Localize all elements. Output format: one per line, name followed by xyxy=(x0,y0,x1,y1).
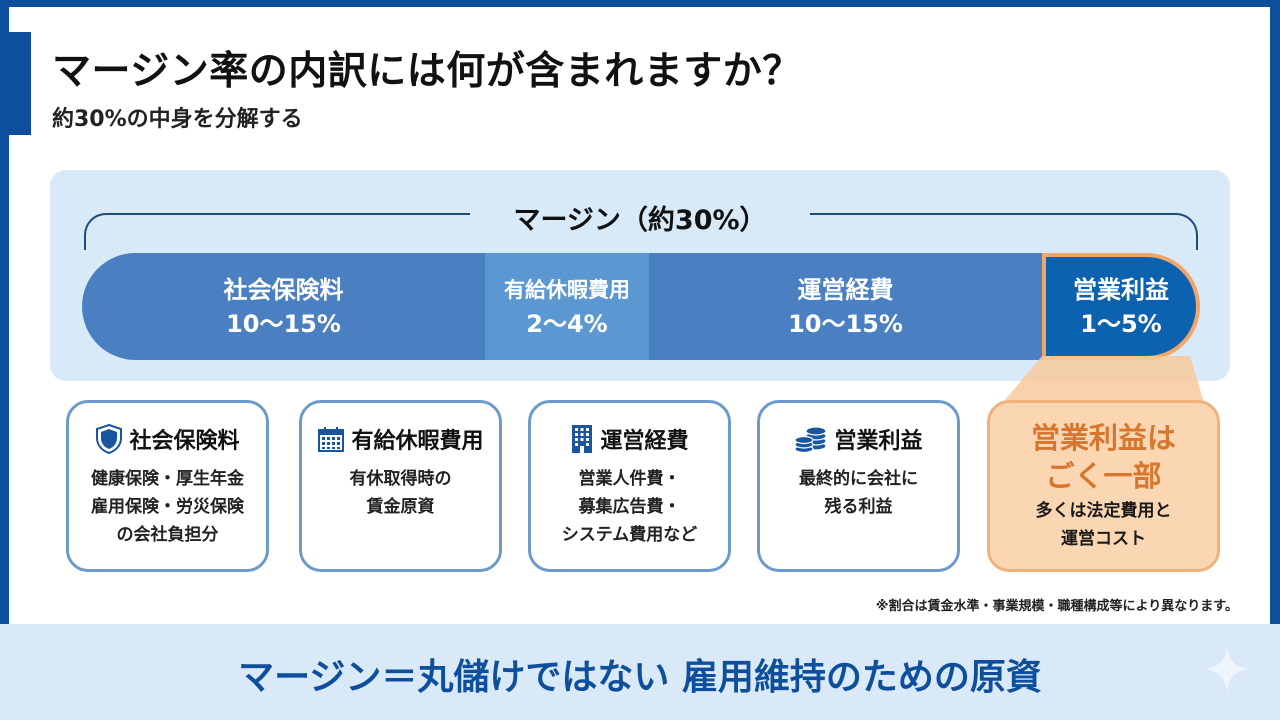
segment-range: 1〜5% xyxy=(1080,309,1162,338)
callout-card-profit-small: 営業利益は ごく一部 多くは法定費用と 運営コスト xyxy=(987,400,1220,572)
callout-emphasis-line: 営業利益は xyxy=(1030,421,1176,455)
card-line: 有休取得時の xyxy=(349,469,452,489)
segment-name: 運営経費 xyxy=(797,275,894,304)
stacked-margin-bar: 社会保険料 10〜15% 有給休暇費用 2〜4% 運営経費 10〜15% 営業利… xyxy=(82,253,1200,360)
coins-icon xyxy=(794,426,828,454)
callout-description: 多くは法定費用と 運営コスト xyxy=(990,497,1217,553)
frame-left-border xyxy=(0,0,9,624)
bottom-banner xyxy=(0,624,1280,720)
card-description: 有休取得時の 賃金原資 xyxy=(302,465,499,521)
card-title: 運営経費 xyxy=(600,429,689,454)
frame-top-border xyxy=(0,0,1280,7)
card-line: 営業人件費・ xyxy=(578,469,681,489)
card-description: 健康保険・厚生年金 雇用保険・労災保険 の会社負担分 xyxy=(69,465,266,549)
card-social-insurance: 社会保険料 健康保険・厚生年金 雇用保険・労災保険 の会社負担分 xyxy=(66,400,269,572)
card-line: 雇用保険・労災保険 xyxy=(91,497,244,517)
bracket-label-gap xyxy=(470,205,810,219)
card-title: 社会保険料 xyxy=(129,429,240,454)
card-line: 募集広告費・ xyxy=(578,497,681,517)
callout-connector xyxy=(1000,356,1205,406)
bar-segment-operating-profit: 営業利益 1〜5% xyxy=(1042,253,1200,360)
building-icon xyxy=(572,425,593,453)
segment-range: 10〜15% xyxy=(226,309,341,338)
footnote: ※割合は賃金水準・事業規模・職種構成等により異なります。 xyxy=(875,599,1238,614)
card-line: システム費用など xyxy=(561,525,698,545)
segment-name: 有給休暇費用 xyxy=(504,277,630,302)
page-subtitle: 約30%の中身を分解する xyxy=(52,107,303,132)
bracket-label: マージン（約30%） xyxy=(513,205,767,236)
segment-name: 営業利益 xyxy=(1073,275,1169,304)
card-paid-leave: 有給休暇費用 有休取得時の 賃金原資 xyxy=(299,400,502,572)
title-accent-bar xyxy=(0,32,31,135)
card-operating-expenses: 運営経費 営業人件費・ 募集広告費・ システム費用など xyxy=(528,400,731,572)
bar-segment-social-insurance: 社会保険料 10〜15% xyxy=(82,253,485,360)
card-line: 残る利益 xyxy=(824,497,893,517)
shield-icon xyxy=(96,424,123,454)
card-line: の会社負担分 xyxy=(116,525,219,545)
segment-name: 社会保険料 xyxy=(223,275,344,304)
card-line: 賃金原資 xyxy=(366,497,435,517)
card-title: 有給休暇費用 xyxy=(351,429,484,454)
sparkle-icon xyxy=(1205,645,1249,693)
card-description: 最終的に会社に 残る利益 xyxy=(760,465,957,521)
page-title: マージン率の内訳には何が含まれますか？ xyxy=(52,49,802,94)
card-description: 営業人件費・ 募集広告費・ システム費用など xyxy=(531,465,728,549)
card-line: 最終的に会社に xyxy=(799,469,918,489)
bar-segment-paid-leave: 有給休暇費用 2〜4% xyxy=(485,253,649,360)
card-line: 健康保険・厚生年金 xyxy=(91,469,244,489)
card-title: 営業利益 xyxy=(834,429,923,454)
callout-line: 運営コスト xyxy=(1061,529,1146,549)
segment-range: 2〜4% xyxy=(526,309,608,338)
segment-range: 10〜15% xyxy=(788,309,903,338)
banner-message: マージン＝丸儲けではない 雇用維持のための原資 xyxy=(238,657,1042,698)
frame-right-border xyxy=(1270,0,1280,624)
callout-line: 多くは法定費用と xyxy=(1035,501,1172,521)
calendar-icon xyxy=(318,427,345,452)
callout-emphasis-line: ごく一部 xyxy=(1045,459,1162,493)
card-operating-profit: 営業利益 最終的に会社に 残る利益 xyxy=(757,400,960,572)
callout-emphasis: 営業利益は ごく一部 xyxy=(990,419,1217,495)
bar-segment-operating-expenses: 運営経費 10〜15% xyxy=(649,253,1042,360)
